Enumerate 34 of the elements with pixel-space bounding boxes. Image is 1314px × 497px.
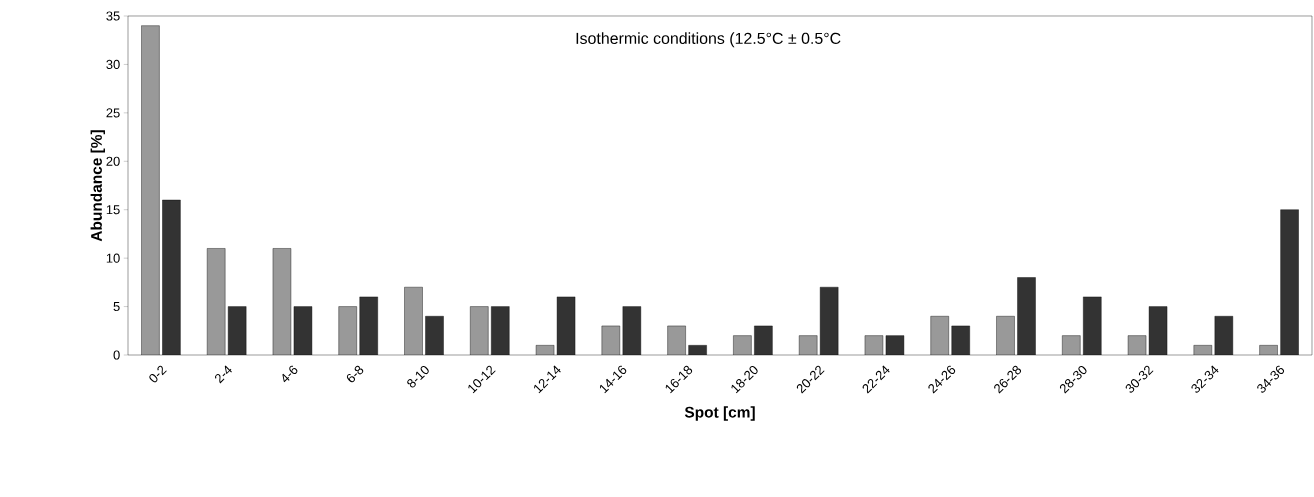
bar (1083, 296, 1102, 355)
bar (622, 306, 641, 355)
y-tick-label: 0 (113, 350, 120, 360)
bar (425, 316, 444, 355)
bar (491, 306, 510, 355)
bar (1214, 316, 1233, 355)
bar (162, 200, 181, 355)
y-axis-title: Abundance [%] (90, 130, 105, 242)
y-tick-label: 5 (113, 302, 120, 312)
x-tick-label: 4-6 (282, 365, 298, 383)
bar (930, 316, 949, 355)
bar (1280, 209, 1299, 355)
y-tick-label: 10 (106, 253, 120, 263)
y-tick-label: 30 (106, 59, 120, 70)
x-tick-label: 6-8 (346, 365, 364, 383)
bar (404, 287, 423, 355)
bar (1017, 277, 1036, 355)
y-tick-label: 25 (106, 108, 120, 118)
x-tick-label: 0-2 (149, 365, 167, 383)
bar (820, 287, 839, 355)
bar (359, 296, 378, 355)
x-tick-label: 8-10 (407, 365, 429, 388)
y-tick-label: 15 (106, 205, 120, 215)
bar (470, 306, 489, 355)
bar (141, 25, 160, 355)
bar (207, 248, 226, 355)
bar (996, 316, 1015, 355)
y-tick-label: 35 (106, 11, 120, 21)
x-axis-title: Spot [cm] (684, 406, 755, 421)
x-tick-label: 2-4 (215, 365, 232, 384)
bar (338, 306, 357, 355)
annotation: Isothermic conditions (12.5°C ± 0.5°C (576, 32, 841, 48)
bar (228, 306, 247, 355)
y-tick-label: 20 (106, 156, 120, 166)
